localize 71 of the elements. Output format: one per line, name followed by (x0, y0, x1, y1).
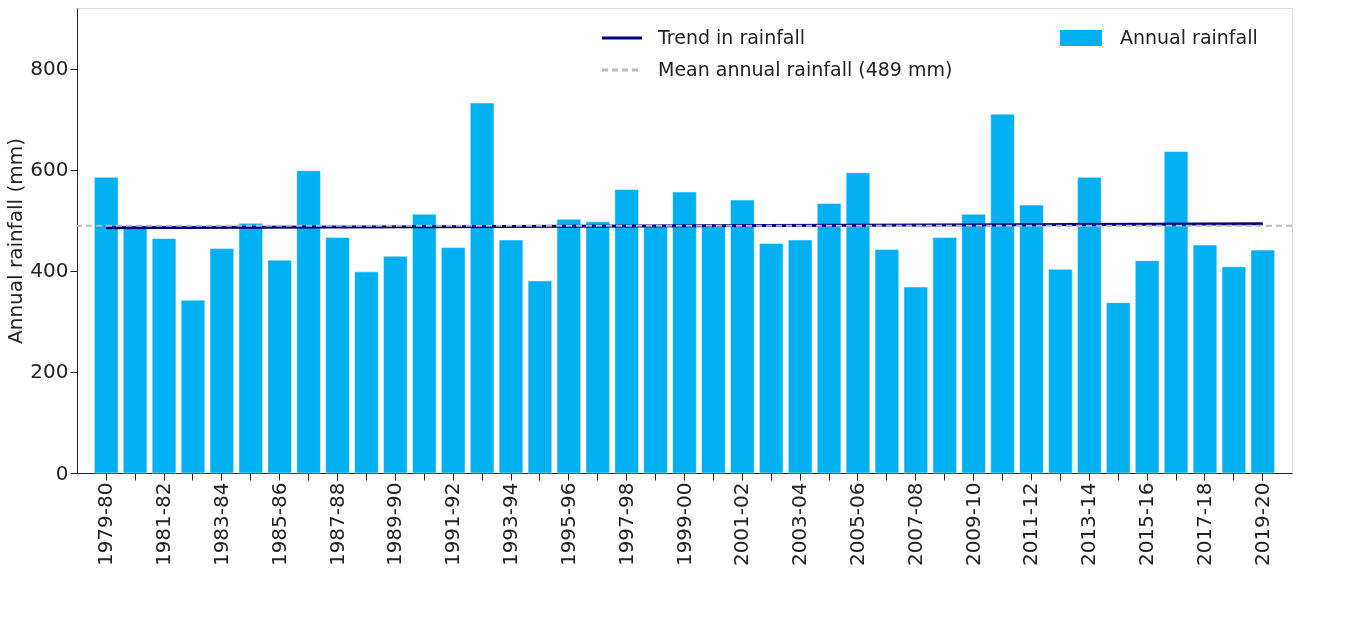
x-tick-label: 2013-14 (1076, 482, 1101, 567)
x-tick-label: 1999-00 (671, 482, 696, 567)
bar (1077, 177, 1102, 474)
y-tick-label: 400 (30, 258, 69, 283)
bar (209, 248, 234, 474)
bar (296, 170, 321, 474)
x-tick-label: 1979-80 (93, 482, 118, 567)
bar (672, 191, 697, 474)
x-tick-label: 2007-08 (902, 482, 927, 567)
x-tick-label: 1997-98 (613, 482, 638, 567)
bar (1250, 249, 1275, 474)
x-tick-label: 2009-10 (960, 482, 985, 567)
x-tick-label: 1995-96 (555, 482, 580, 567)
y-tick-label: 0 (55, 460, 69, 485)
x-tick-label: 1989-90 (382, 482, 407, 567)
x-tick-label: 2005-06 (844, 482, 869, 567)
x-tick-label: 1981-82 (151, 482, 176, 567)
x-tick-label: 1987-88 (324, 482, 349, 567)
bar (961, 213, 986, 474)
bar (1019, 204, 1044, 474)
bar (441, 247, 466, 474)
legend-label: Mean annual rainfall (489 mm) (658, 58, 953, 80)
bar (469, 102, 495, 474)
bar (123, 227, 148, 474)
bar (874, 249, 900, 474)
bar (383, 255, 408, 474)
x-tick-label: 2017-18 (1191, 482, 1216, 567)
bar (1106, 302, 1131, 474)
y-axis-title: Annual rainfall (mm) (3, 138, 28, 344)
bar (1163, 151, 1189, 474)
bar (325, 237, 350, 474)
bar (94, 177, 119, 474)
bar (1221, 266, 1246, 474)
bar (498, 239, 524, 474)
x-tick-label: 2003-04 (787, 482, 812, 567)
bar (903, 286, 928, 474)
x-tick-label: 1985-86 (266, 482, 291, 567)
legend-label: Trend in rainfall (657, 26, 806, 48)
bar (816, 203, 842, 474)
x-tick-label: 2019-20 (1249, 482, 1274, 567)
bar (788, 239, 813, 474)
bar (1135, 260, 1160, 474)
bar (354, 271, 379, 474)
bar (701, 226, 726, 474)
bar (730, 199, 755, 474)
bar (267, 259, 292, 474)
x-tick-label: 1983-84 (208, 482, 233, 567)
x-tick-label: 2001-02 (729, 482, 754, 567)
legend-label: Annual rainfall (1120, 26, 1258, 48)
x-tick-label: 1991-92 (440, 482, 465, 567)
bar (1192, 244, 1218, 474)
x-tick-label: 2015-16 (1134, 482, 1159, 567)
bar (643, 226, 668, 474)
bar (556, 219, 581, 474)
x-tick-label: 2011-12 (1018, 482, 1043, 567)
bar (990, 113, 1015, 474)
bar (614, 189, 639, 474)
y-tick-label: 800 (30, 56, 69, 81)
bar (585, 221, 610, 474)
bar (527, 280, 553, 474)
bar (151, 238, 177, 474)
bar (1048, 269, 1073, 474)
y-tick-label: 200 (30, 359, 69, 384)
bar (932, 237, 957, 474)
x-tick-label: 1993-94 (498, 482, 523, 567)
y-tick-label: 600 (30, 157, 69, 182)
bar (180, 299, 206, 474)
bar (845, 172, 871, 474)
bar (238, 223, 263, 474)
bar (759, 243, 784, 474)
bar (412, 213, 437, 474)
